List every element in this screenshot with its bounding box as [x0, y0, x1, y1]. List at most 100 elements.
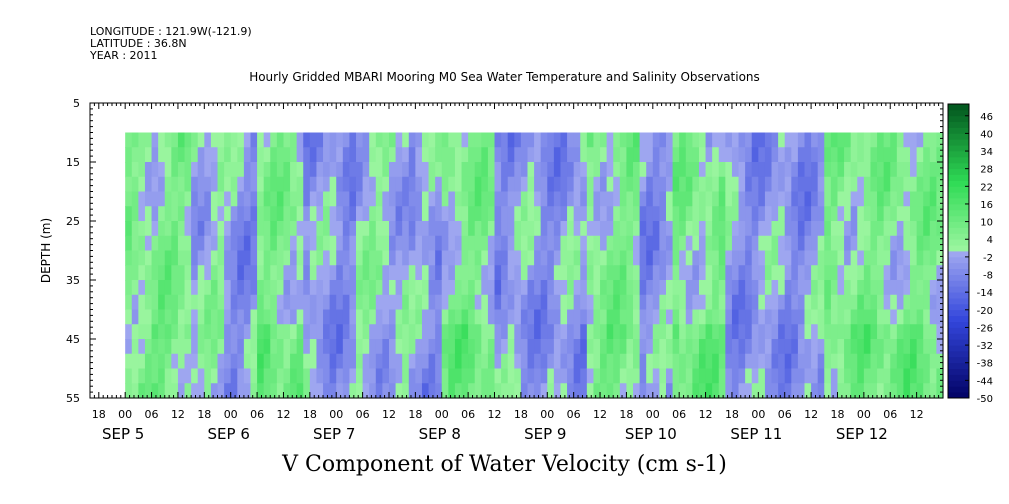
heatmap-cell — [573, 162, 581, 178]
heatmap-cell — [830, 147, 839, 163]
heatmap-cell — [791, 339, 799, 355]
colorbar-swatch — [948, 215, 969, 222]
heatmap-cell — [369, 294, 377, 311]
heatmap-cell — [296, 235, 304, 252]
heatmap-cell — [250, 294, 258, 311]
heatmap-cell — [850, 280, 858, 296]
heatmap-cell — [863, 324, 872, 340]
heatmap-cell — [745, 162, 753, 178]
heatmap-cell — [553, 280, 562, 296]
heatmap-cell — [323, 162, 331, 178]
heatmap-cell — [263, 324, 271, 340]
heatmap-cell — [593, 176, 601, 193]
heatmap-cell — [652, 191, 660, 207]
heatmap-cell — [257, 176, 265, 193]
heatmap-cell — [929, 353, 938, 370]
heatmap-cell — [731, 324, 740, 340]
heatmap-cell — [883, 191, 891, 207]
heatmap-cell — [342, 250, 351, 266]
heatmap-cell — [131, 191, 139, 207]
heatmap-cell — [382, 147, 390, 163]
heatmap-cell — [356, 383, 364, 399]
heatmap-cell — [712, 147, 720, 163]
heatmap-cell — [342, 206, 351, 222]
heatmap-cell — [177, 235, 186, 252]
heatmap-cell — [263, 353, 271, 370]
heatmap-cell — [290, 250, 298, 266]
heatmap-cell — [877, 250, 885, 266]
heatmap-cell — [758, 339, 766, 355]
heatmap-cell — [896, 280, 905, 296]
heatmap-cell — [461, 147, 469, 163]
heatmap-cell — [138, 280, 146, 296]
heatmap-cell — [725, 191, 733, 207]
heatmap-cell — [580, 147, 588, 163]
heatmap-cell — [184, 324, 192, 340]
heatmap-cell — [217, 353, 225, 370]
heatmap-cell — [580, 176, 588, 193]
heatmap-cell — [560, 383, 568, 399]
heatmap-cell — [210, 324, 219, 340]
heatmap-cell — [929, 383, 938, 399]
colorbar-tick-label: 10 — [980, 218, 993, 229]
heatmap-cell — [705, 383, 713, 399]
heatmap-cell — [652, 162, 660, 178]
heatmap-cell — [349, 221, 357, 237]
heatmap-cell — [817, 294, 825, 311]
heatmap-cell — [692, 132, 700, 148]
colorbar-frame — [947, 103, 970, 399]
heatmap-cell — [329, 176, 337, 193]
heatmap-cell — [712, 324, 720, 340]
heatmap-cell — [705, 235, 713, 252]
x-hour-tick-label: 12 — [276, 408, 290, 421]
heatmap-cell — [191, 353, 199, 370]
heatmap-cell — [547, 353, 555, 370]
heatmap-cell — [270, 176, 278, 193]
heatmap-cell — [870, 353, 878, 370]
heatmap-cell — [421, 235, 430, 252]
heatmap-cell — [692, 339, 700, 355]
heatmap-cell — [547, 309, 555, 325]
chart-title: Hourly Gridded MBARI Mooring M0 Sea Wate… — [249, 70, 760, 84]
heatmap-cell — [487, 250, 496, 266]
heatmap-cell — [929, 235, 938, 252]
heatmap-cell — [593, 294, 601, 311]
heatmap-cell — [923, 250, 931, 266]
heatmap-cell — [204, 221, 212, 237]
heatmap-cell — [250, 250, 258, 266]
heatmap-cell — [626, 235, 634, 252]
heatmap-cell — [415, 309, 423, 325]
heatmap-cell — [468, 265, 476, 281]
heatmap-cell — [771, 353, 779, 370]
heatmap-cell — [303, 280, 311, 296]
heatmap-cell — [685, 162, 693, 178]
heatmap-cell — [764, 265, 773, 281]
heatmap-cell — [797, 324, 806, 340]
colorbar-swatch — [948, 292, 969, 299]
heatmap-cell — [131, 309, 139, 325]
heatmap-cell — [771, 132, 779, 148]
heatmap-cell — [527, 191, 535, 207]
heatmap-cell — [863, 235, 872, 252]
heatmap-cell — [270, 147, 278, 163]
heatmap-cell — [415, 176, 423, 193]
heatmap-cell — [263, 265, 271, 281]
heatmap-cell — [738, 235, 746, 252]
heatmap-cell — [784, 147, 792, 163]
heatmap-cell — [257, 324, 265, 340]
heatmap-cell — [356, 206, 364, 222]
heatmap-cell — [474, 309, 482, 325]
heatmap-cell — [850, 221, 858, 237]
heatmap-cell — [177, 147, 186, 163]
heatmap-cell — [613, 235, 621, 252]
x-day-label: SEP 9 — [524, 425, 566, 443]
heatmap-cell — [448, 191, 456, 207]
heatmap-cell — [177, 191, 186, 207]
heatmap-cell — [224, 206, 232, 222]
heatmap-cell — [230, 294, 238, 311]
heatmap-cell — [316, 383, 324, 399]
heatmap-cell — [547, 250, 555, 266]
heatmap-cell — [698, 176, 707, 193]
heatmap-cell — [619, 162, 628, 178]
heatmap-cell — [857, 265, 865, 281]
